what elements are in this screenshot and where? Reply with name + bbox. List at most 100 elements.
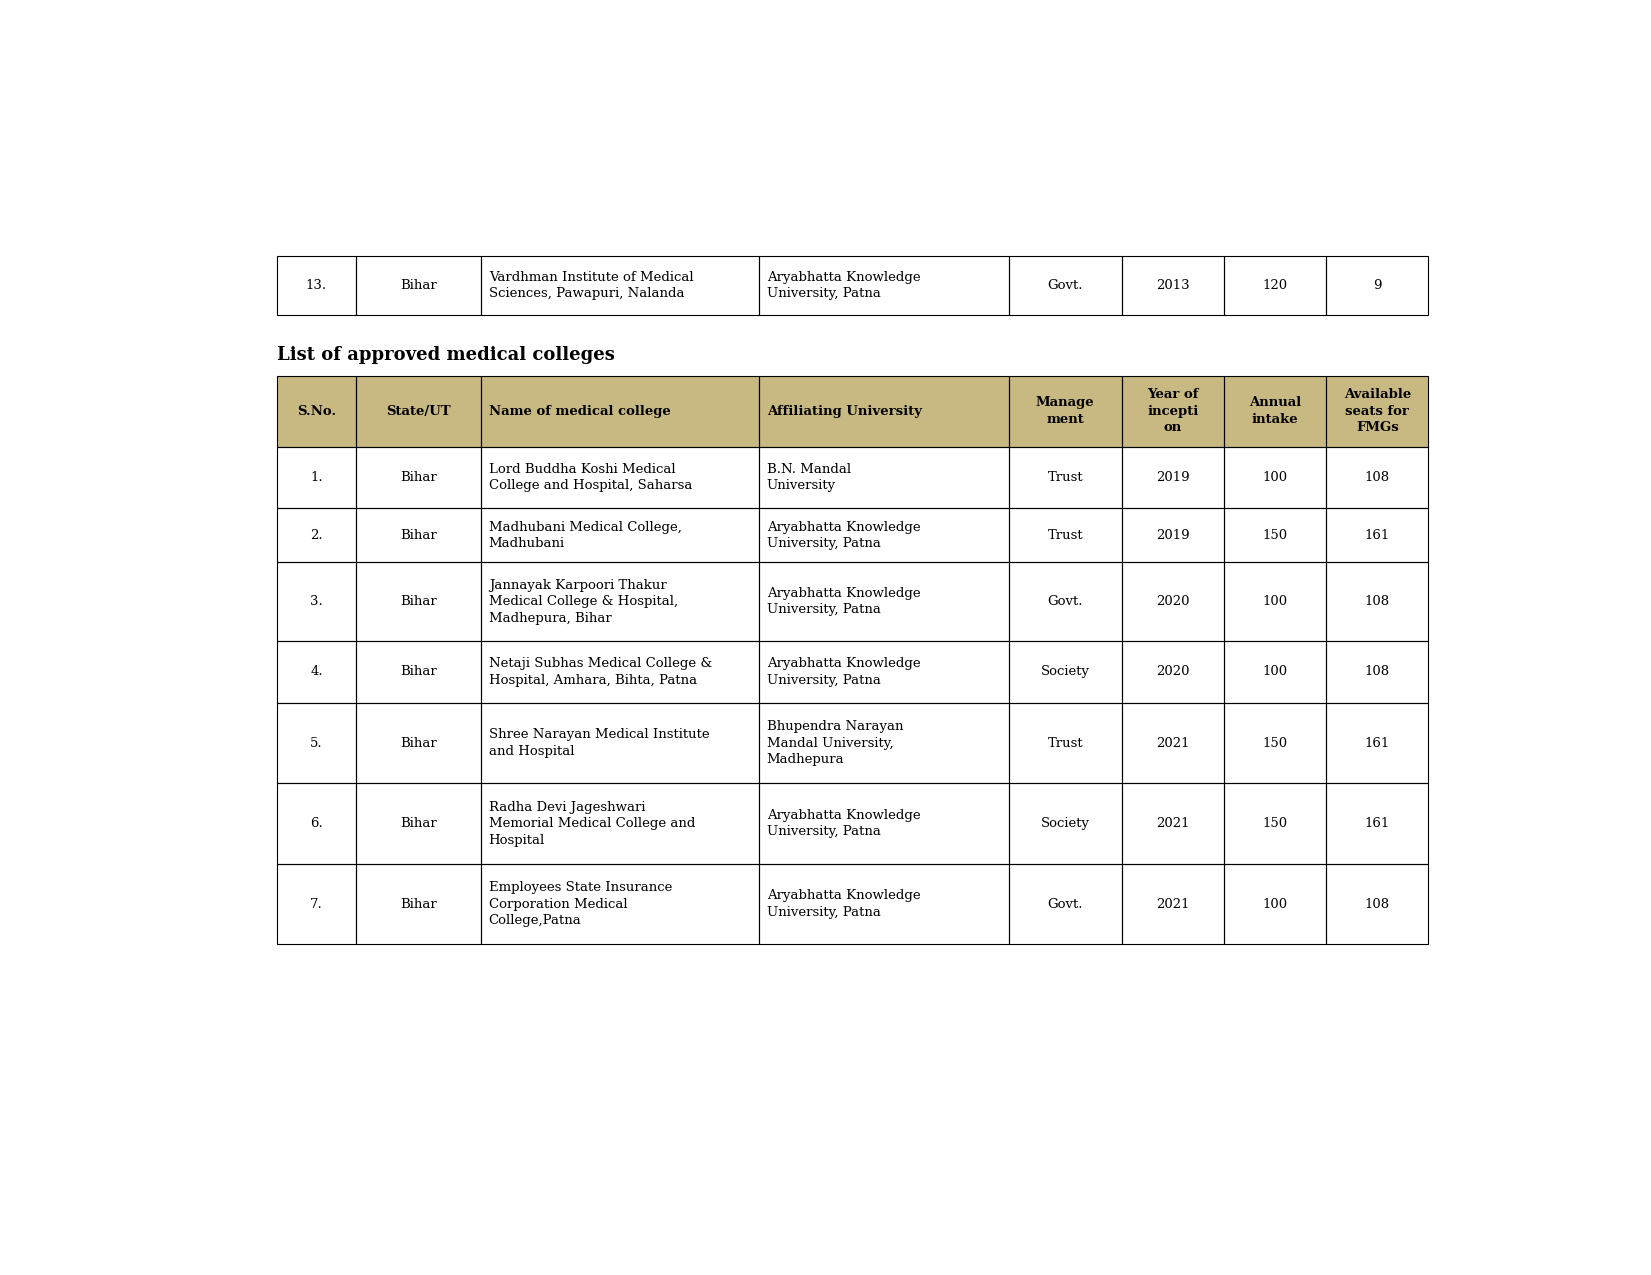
Bar [1009, 641, 1123, 703]
Text: 108: 108 [1365, 666, 1390, 678]
Bar [1123, 509, 1223, 562]
Bar [480, 863, 759, 945]
Bar [1326, 376, 1428, 446]
Bar [1009, 509, 1123, 562]
Text: Aryabhatta Knowledge
University, Patna: Aryabhatta Knowledge University, Patna [766, 270, 920, 301]
Text: Aryabhatta Knowledge
University, Patna: Aryabhatta Knowledge University, Patna [766, 520, 920, 550]
Bar [357, 783, 480, 863]
Text: Bihar: Bihar [400, 817, 438, 830]
Bar [277, 509, 357, 562]
Bar [1326, 783, 1428, 863]
Bar [1223, 641, 1326, 703]
Text: 7.: 7. [310, 898, 324, 910]
Bar [1223, 509, 1326, 562]
Bar [357, 703, 480, 783]
Text: B.N. Mandal
University: B.N. Mandal University [766, 463, 850, 492]
Text: Vardhman Institute of Medical
Sciences, Pawapuri, Nalanda: Vardhman Institute of Medical Sciences, … [489, 270, 693, 301]
Text: Govt.: Govt. [1047, 279, 1083, 292]
Bar [1223, 446, 1326, 509]
Bar [1326, 376, 1428, 446]
Bar [480, 509, 759, 562]
Bar [759, 376, 1009, 446]
Bar [1223, 256, 1326, 315]
Text: 6.: 6. [310, 817, 324, 830]
Bar [1009, 376, 1123, 446]
Text: Lord Buddha Koshi Medical
College and Hospital, Saharsa: Lord Buddha Koshi Medical College and Ho… [489, 463, 692, 492]
Bar [1009, 376, 1123, 446]
Bar [480, 376, 759, 446]
Text: Govt.: Govt. [1047, 898, 1083, 910]
Bar [759, 376, 1009, 446]
Text: Aryabhatta Knowledge
University, Patna: Aryabhatta Knowledge University, Patna [766, 657, 920, 687]
Bar [277, 446, 357, 509]
Text: 2013: 2013 [1156, 279, 1190, 292]
Bar [277, 783, 357, 863]
Bar [1223, 703, 1326, 783]
Bar [1123, 446, 1223, 509]
Bar [759, 703, 1009, 783]
Bar [1123, 863, 1223, 945]
Text: 1.: 1. [310, 470, 324, 484]
Bar [1123, 783, 1223, 863]
Bar [1009, 256, 1123, 315]
Text: 3.: 3. [310, 595, 324, 608]
Text: Bihar: Bihar [400, 898, 438, 910]
Text: 2020: 2020 [1156, 666, 1190, 678]
Text: Employees State Insurance
Corporation Medical
College,Patna: Employees State Insurance Corporation Me… [489, 881, 672, 927]
Bar [1123, 641, 1223, 703]
Text: Bihar: Bihar [400, 595, 438, 608]
Bar [1123, 863, 1223, 945]
Text: Bihar: Bihar [400, 529, 438, 542]
Bar [1009, 509, 1123, 562]
Bar [480, 376, 759, 446]
Bar [1326, 703, 1428, 783]
Bar [1326, 446, 1428, 509]
Text: Shree Narayan Medical Institute
and Hospital: Shree Narayan Medical Institute and Hosp… [489, 728, 710, 757]
Bar [759, 641, 1009, 703]
Text: 4.: 4. [310, 666, 324, 678]
Bar [480, 703, 759, 783]
Bar [1009, 446, 1123, 509]
Bar [277, 376, 357, 446]
Bar [1009, 703, 1123, 783]
Bar [277, 703, 357, 783]
Text: 100: 100 [1263, 470, 1288, 484]
Bar [1123, 703, 1223, 783]
Bar [759, 256, 1009, 315]
Bar [1326, 562, 1428, 641]
Bar [480, 446, 759, 509]
Bar [1223, 376, 1326, 446]
Text: 2021: 2021 [1156, 898, 1190, 910]
Bar [1326, 256, 1428, 315]
Bar [1223, 863, 1326, 945]
Text: 2021: 2021 [1156, 737, 1190, 750]
Text: 2019: 2019 [1156, 529, 1190, 542]
Bar [759, 256, 1009, 315]
Text: 150: 150 [1263, 737, 1288, 750]
Bar [277, 703, 357, 783]
Bar [1009, 562, 1123, 641]
Bar [1123, 376, 1223, 446]
Text: 5.: 5. [310, 737, 324, 750]
Bar [357, 509, 480, 562]
Bar [480, 783, 759, 863]
Bar [357, 863, 480, 945]
Bar [1223, 562, 1326, 641]
Bar [357, 509, 480, 562]
Bar [480, 562, 759, 641]
Bar [480, 783, 759, 863]
Bar [1326, 703, 1428, 783]
Bar [1009, 256, 1123, 315]
Bar [1009, 703, 1123, 783]
Bar [1326, 863, 1428, 945]
Text: 120: 120 [1263, 279, 1288, 292]
Text: 108: 108 [1365, 898, 1390, 910]
Bar [759, 562, 1009, 641]
Text: 9: 9 [1374, 279, 1382, 292]
Bar [277, 376, 357, 446]
Text: 2021: 2021 [1156, 817, 1190, 830]
Bar [480, 256, 759, 315]
Bar [759, 703, 1009, 783]
Bar [1009, 783, 1123, 863]
Text: State/UT: State/UT [386, 404, 451, 418]
